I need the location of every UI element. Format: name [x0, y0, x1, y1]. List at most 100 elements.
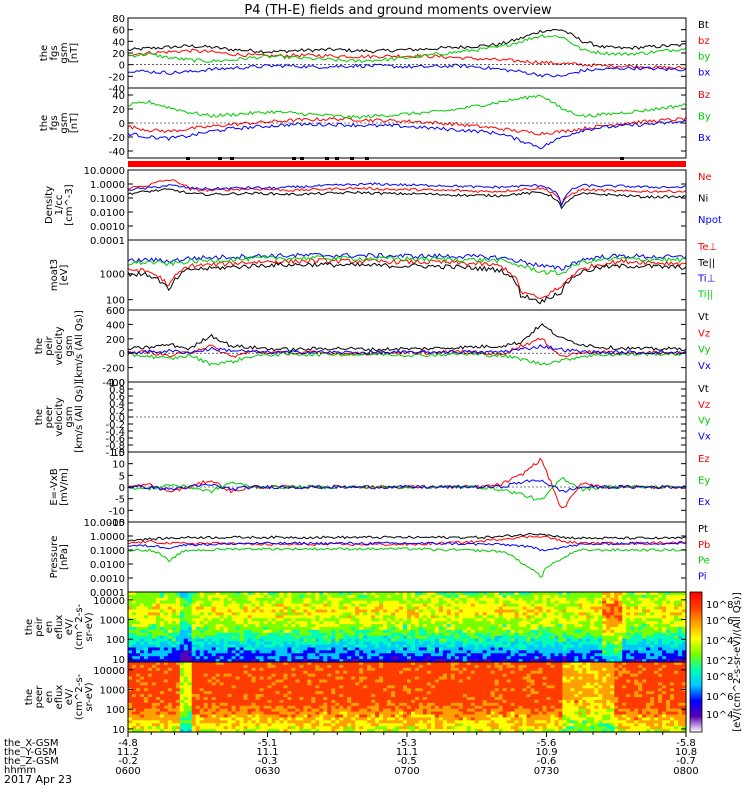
heatmap-cell [175, 670, 181, 675]
heatmap-cell [303, 673, 308, 678]
heatmap-cell [179, 600, 185, 605]
heatmap-cell [235, 615, 241, 619]
heatmap-cell [347, 708, 352, 713]
heatmap-cell [171, 606, 177, 611]
heatmap-cell [311, 729, 316, 733]
heatmap-cell [131, 612, 137, 616]
heatmap-cell [387, 618, 392, 622]
heatmap-cell [403, 615, 408, 619]
heatmap-cell [682, 612, 687, 616]
heatmap-cell [251, 705, 257, 710]
heatmap-cell [243, 708, 249, 713]
heatmap-cell [207, 676, 213, 681]
heatmap-cell [151, 667, 157, 672]
heatmap-cell [211, 650, 217, 654]
heatmap-cell [239, 597, 245, 602]
heatmap-cell [678, 656, 683, 660]
heatmap-cell [422, 621, 428, 625]
heatmap-cell [171, 662, 177, 666]
heatmap-cell [227, 699, 233, 704]
heatmap-cell [347, 705, 352, 710]
heatmap-cell [646, 600, 651, 605]
heatmap-cell [335, 723, 340, 727]
heatmap-cell [319, 717, 324, 721]
heatmap-cell [566, 644, 572, 649]
heatmap-cell [438, 600, 444, 605]
heatmap-cell [191, 676, 197, 681]
heatmap-cell [175, 667, 181, 672]
heatmap-cell [307, 705, 312, 710]
heatmap-cell [251, 723, 257, 727]
heatmap-cell [183, 705, 189, 710]
heatmap-cell [283, 632, 289, 637]
heatmap-cell [347, 597, 352, 602]
heatmap-cell [203, 699, 209, 704]
heatmap-cell [143, 632, 149, 637]
heatmap-cell [351, 641, 356, 646]
heatmap-cell [323, 708, 328, 713]
heatmap-cell [195, 673, 201, 678]
heatmap-cell [582, 615, 587, 619]
heatmap-cell [175, 673, 181, 678]
heatmap-cell [295, 682, 300, 686]
heatmap-cell [355, 615, 360, 619]
heatmap-cell [303, 682, 308, 686]
heatmap-cell [343, 699, 348, 704]
heatmap-cell [255, 641, 261, 646]
heatmap-cell [323, 635, 328, 640]
heatmap-cell [243, 723, 249, 727]
heatmap-cell [610, 609, 615, 614]
heatmap-cell [227, 667, 233, 672]
heatmap-cell [131, 644, 137, 649]
heatmap-cell [590, 647, 595, 651]
heatmap-cell [658, 612, 663, 616]
heatmap-cell [630, 635, 635, 640]
heatmap-cell [219, 612, 225, 616]
heatmap-cell [295, 702, 300, 707]
heatmap-cell [267, 600, 273, 605]
heatmap-cell [235, 621, 241, 625]
heatmap-cell [287, 679, 293, 684]
heatmap-cell [582, 609, 587, 614]
heatmap-cell [187, 641, 193, 646]
heatmap-cell [430, 653, 436, 657]
heatmap-cell [510, 641, 516, 646]
heatmap-cell [434, 612, 440, 616]
heatmap-cell [351, 612, 356, 616]
heatmap-cell [243, 621, 249, 625]
heatmap-cell [654, 650, 659, 654]
heatmap-cell [478, 644, 484, 649]
heatmap-cell [175, 699, 181, 704]
heatmap-cell [143, 688, 149, 692]
heatmap-cell [211, 615, 217, 619]
y-tick-label: 5 [119, 471, 125, 482]
heatmap-cell [602, 600, 607, 605]
heatmap-cell [223, 627, 229, 631]
heatmap-cell [199, 717, 205, 721]
heatmap-cell [307, 726, 312, 730]
heatmap-cell [351, 673, 356, 678]
heatmap-cell [578, 615, 583, 619]
heatmap-cell [422, 592, 428, 596]
panel-frame [127, 17, 687, 89]
heatmap-cell [582, 600, 587, 605]
heatmap-cell [462, 629, 468, 634]
heatmap-cell [430, 603, 436, 608]
heatmap-cell [514, 629, 520, 634]
heatmap-cell [666, 592, 671, 596]
heatmap-cell [215, 697, 221, 701]
heatmap-cell [594, 641, 599, 646]
heatmap-cell [682, 644, 687, 649]
heatmap-cell [275, 606, 281, 611]
heatmap-cell [363, 624, 368, 628]
heatmap-cell [231, 597, 237, 602]
heatmap-cell [207, 627, 213, 631]
heatmap-cell [159, 600, 165, 605]
heatmap-cell [315, 638, 320, 643]
heatmap-cell [271, 609, 277, 614]
heatmap-cell [139, 653, 145, 657]
heatmap-cell [598, 612, 603, 616]
heatmap-cell [219, 618, 225, 622]
heatmap-cell [319, 624, 324, 628]
heatmap-cell [474, 624, 480, 628]
